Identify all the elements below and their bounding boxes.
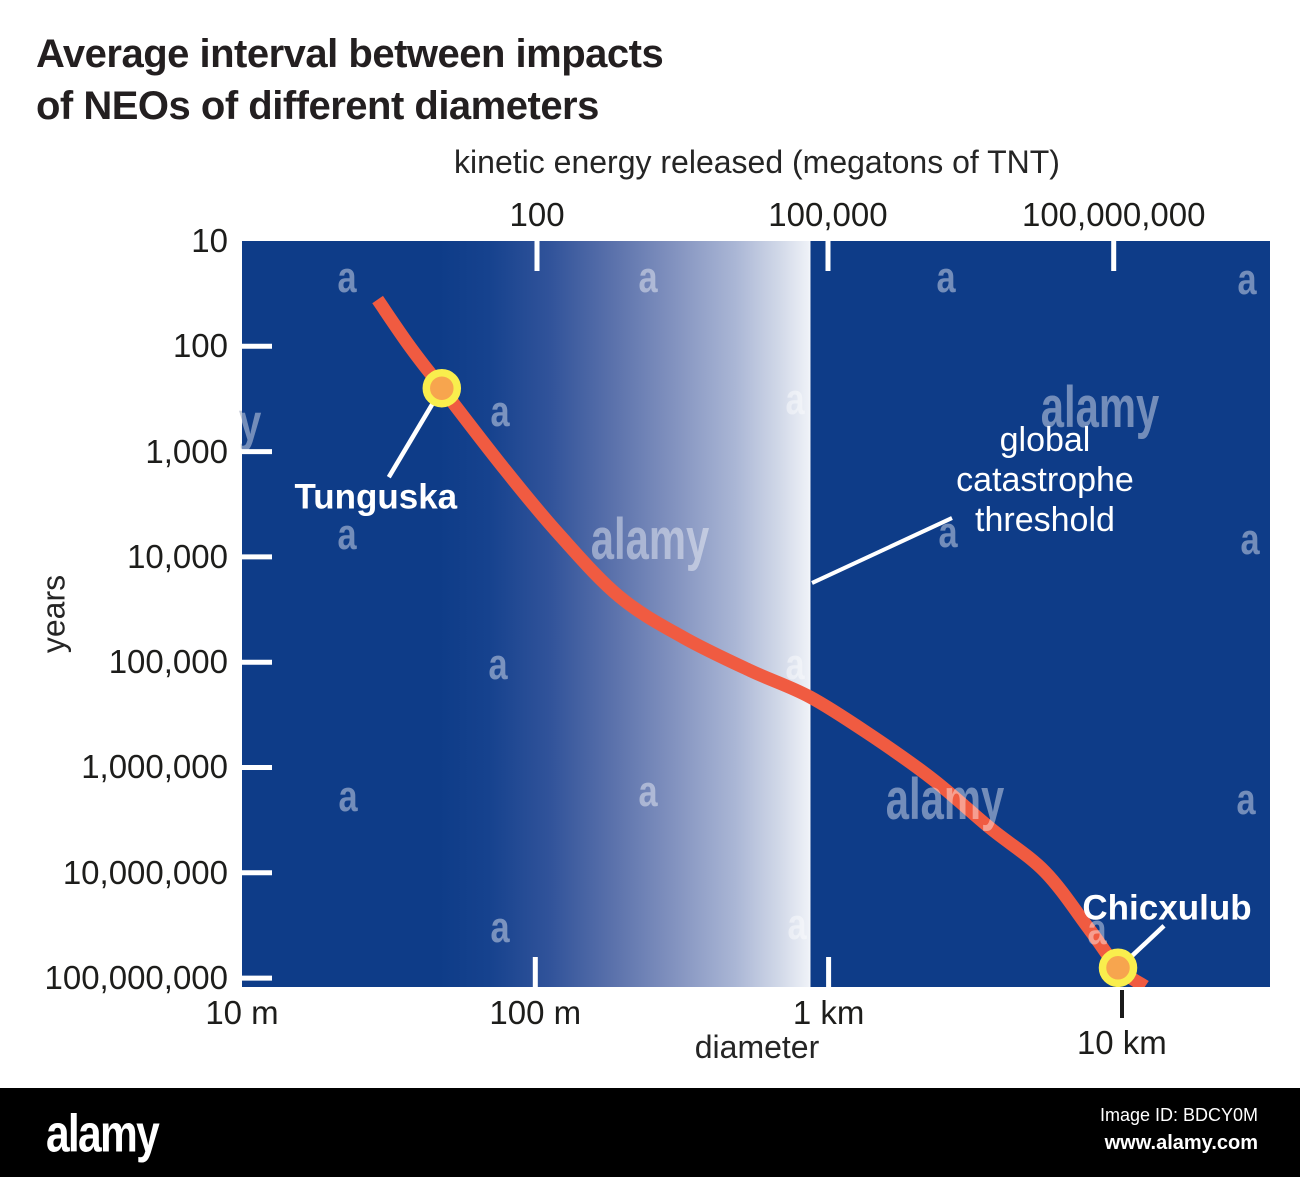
chart-svg xyxy=(242,241,1166,987)
chart-title-line2: of NEOs of different diameters xyxy=(36,84,599,128)
threshold-label-line: threshold xyxy=(975,501,1115,539)
image-id: Image ID: BDCY0M xyxy=(1099,1105,1258,1125)
watermark-y: y xyxy=(242,397,261,449)
watermark-a: a xyxy=(337,253,357,302)
y-axis-tick-label: 100,000,000 xyxy=(44,959,228,997)
tick-mark-10km-outer xyxy=(1120,990,1124,1018)
alamy-url: www.alamy.com xyxy=(1104,1132,1258,1154)
watermark-a: a xyxy=(338,772,358,821)
watermark-a: a xyxy=(1237,255,1257,304)
x-axis-title: diameter xyxy=(694,1029,820,1065)
x-axis-tick-label: 1 km xyxy=(792,994,865,1031)
global-catastrophe-threshold-label: global catastrophe threshold xyxy=(956,420,1134,540)
watermark-a: a xyxy=(1240,515,1260,564)
watermark-a: a xyxy=(638,253,658,302)
watermark-a: a xyxy=(785,640,805,689)
top-axis-title: kinetic energy released (megatons of TNT… xyxy=(454,144,1060,180)
chart-title-line1: Average interval between impacts xyxy=(36,32,664,76)
y-axis-tick-label: 100 xyxy=(172,327,228,365)
chicxulub-marker xyxy=(1098,948,1138,987)
threshold-label-line: catastrophe xyxy=(956,461,1134,499)
watermark-a: a xyxy=(488,640,508,689)
x-axis-tick-label: 100 m xyxy=(489,994,582,1031)
y-axis-tick-label: 10 xyxy=(191,222,228,259)
watermark-a: a xyxy=(938,508,958,557)
watermark-a: a xyxy=(785,375,805,424)
watermark-alamy: alamy xyxy=(885,767,1005,832)
watermark-a: a xyxy=(638,767,658,816)
energy-tick-label: 100,000,000 xyxy=(1021,196,1206,233)
alamy-logo: alamy xyxy=(46,1104,160,1163)
impact-interval-curve xyxy=(372,295,1149,987)
watermark-alamy: alamy xyxy=(590,507,710,572)
y-axis-tick-label: 1,000,000 xyxy=(81,748,228,786)
alamy-bar: alamy Image ID: BDCY0M www.alamy.com xyxy=(0,1088,1300,1177)
watermark-a: a xyxy=(490,387,510,436)
watermark-alamy: alamy xyxy=(1040,375,1160,440)
chicxulub-label: Chicxulub xyxy=(1082,888,1252,928)
watermark-a: a xyxy=(787,900,807,949)
energy-tick-label: 100,000 xyxy=(768,196,888,233)
x-axis-tick-label: 10 m xyxy=(205,994,279,1031)
watermark-a: a xyxy=(490,903,510,952)
y-axis-tick-label: 1,000 xyxy=(145,432,228,470)
threshold-label-line: global xyxy=(999,421,1091,459)
threshold-leader-line xyxy=(811,516,953,585)
y-axis-tick-label: 10,000 xyxy=(127,537,228,575)
energy-tick-label: 100 xyxy=(509,196,565,233)
chart-title: Average interval between impacts of NEOs… xyxy=(36,28,664,132)
tunguska-marker xyxy=(422,368,462,408)
watermark-a: a xyxy=(936,253,956,302)
watermark-a: a xyxy=(1236,775,1256,824)
watermark-a: a xyxy=(337,510,357,559)
watermark-a: a xyxy=(1087,905,1107,954)
x-axis-tick-label: 10 km xyxy=(1076,1024,1167,1061)
tunguska-label: Tunguska xyxy=(294,477,458,517)
chicxulub-leader-line xyxy=(1129,924,1166,959)
y-axis-title: years xyxy=(35,574,72,654)
y-axis-tick-label: 10,000,000 xyxy=(62,853,228,891)
plot-area: a a a a a a a a a a a a a a a a a alamy alamy alamy y Tungusk… xyxy=(242,241,1270,987)
y-axis-tick-label: 100,000 xyxy=(108,643,228,681)
